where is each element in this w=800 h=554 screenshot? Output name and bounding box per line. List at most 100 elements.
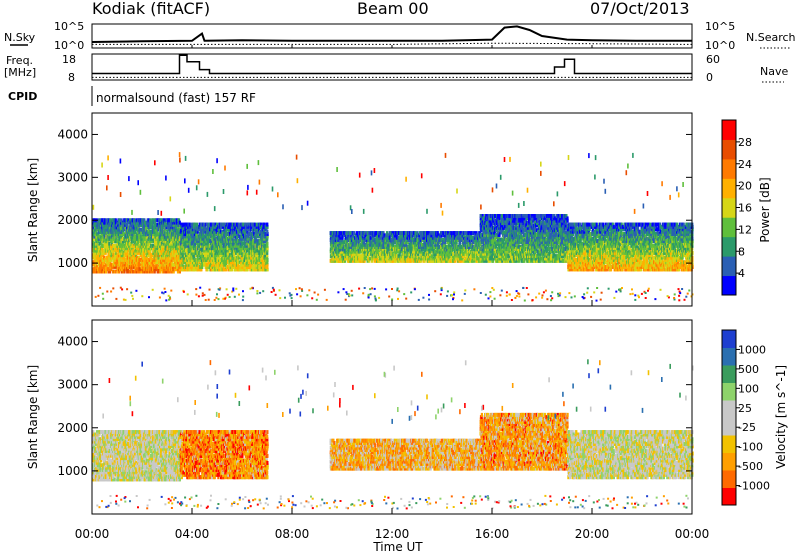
power-cell (103, 218, 106, 223)
power-cell (123, 269, 126, 274)
power-cell (153, 227, 156, 232)
power-cell (98, 267, 101, 272)
power-cell (127, 248, 130, 253)
power-cell (137, 225, 140, 230)
power-cell (110, 262, 113, 267)
power-cell (118, 248, 122, 253)
power-cell (96, 225, 99, 230)
power-cell (146, 236, 149, 241)
power-cell (132, 225, 135, 230)
power-cell (151, 257, 154, 262)
power-cell (120, 236, 123, 241)
power-cell (142, 253, 146, 258)
power-cell (113, 264, 116, 269)
power-cell (131, 246, 134, 251)
series-line-freq (92, 54, 692, 75)
power-cell (135, 269, 138, 274)
power-cell (136, 229, 140, 234)
power-cell (145, 269, 148, 274)
power-cell (129, 260, 132, 265)
power-cell (124, 218, 127, 223)
power-cell (147, 248, 150, 253)
power-cell (110, 241, 113, 246)
power-cell (160, 239, 163, 244)
power-cell (114, 260, 117, 265)
power-cell (151, 253, 154, 258)
power-cell (121, 229, 124, 234)
power-cell (161, 236, 164, 241)
power-cell (121, 227, 125, 232)
power-cell (100, 255, 103, 260)
power-cell (111, 239, 114, 244)
power-cell (103, 241, 106, 246)
power-cell (130, 267, 133, 272)
power-cell (138, 229, 141, 234)
power-cell (115, 250, 118, 255)
power-cell (133, 236, 136, 241)
power-cell (101, 225, 105, 230)
power-cell (124, 225, 127, 230)
power-cell (143, 222, 146, 227)
power-cell (160, 225, 163, 230)
power-cell (120, 269, 124, 274)
power-cell (100, 239, 103, 244)
power-cell (154, 262, 157, 267)
power-cell (110, 248, 113, 253)
power-cell (140, 234, 143, 239)
power-cell (132, 234, 135, 239)
nave-tick-bottom: 0 (706, 71, 713, 84)
power-cell (103, 257, 106, 262)
power-cell (118, 218, 121, 223)
power-cell (121, 239, 124, 244)
power-cell (144, 227, 147, 232)
power-cell (118, 227, 122, 232)
power-cell (126, 218, 129, 223)
power-cell (152, 225, 155, 230)
power-cell (109, 269, 112, 274)
power-cell (128, 229, 131, 234)
power-cell (124, 260, 127, 265)
power-cell (162, 260, 165, 265)
power-cell (93, 220, 97, 225)
power-cell (103, 260, 106, 265)
power-cell (156, 264, 159, 269)
power-cell (109, 220, 112, 225)
freq-tick-top: 18 (62, 53, 76, 66)
power-cell (266, 241, 269, 246)
power-cell (149, 250, 152, 255)
power-cell (109, 250, 112, 255)
power-cell (107, 243, 110, 248)
power-cell (108, 222, 111, 227)
power-cell (158, 248, 161, 253)
power-cell (126, 225, 129, 230)
series-line-nsky (91, 25, 692, 43)
nsearch-tick-bottom: 10^0 (705, 39, 735, 52)
power-cell (131, 257, 134, 262)
power-cell (126, 227, 130, 232)
power-cell (158, 225, 161, 230)
power-cell (130, 253, 133, 258)
power-cell (120, 262, 123, 267)
power-cell (105, 262, 108, 267)
power-cell (104, 267, 108, 272)
power-cell (114, 218, 117, 223)
power-cell (148, 232, 151, 237)
nsky-label: N.Sky (4, 31, 36, 44)
power-cell (126, 267, 130, 272)
power-cell (127, 236, 130, 241)
power-cell (94, 227, 97, 232)
power-cell (149, 222, 152, 227)
power-cell (126, 250, 129, 255)
power-cell (93, 234, 96, 239)
power-cell (121, 232, 124, 237)
power-cell (96, 253, 99, 258)
power-cell (109, 260, 112, 265)
power-cell (98, 255, 101, 260)
power-cell (113, 225, 116, 230)
power-cell (104, 227, 107, 232)
nsky-tick-top: 10^5 (54, 20, 84, 33)
power-cell (117, 262, 121, 267)
power-cell (128, 239, 131, 244)
power-cell (137, 264, 140, 269)
power-cell (141, 267, 144, 272)
